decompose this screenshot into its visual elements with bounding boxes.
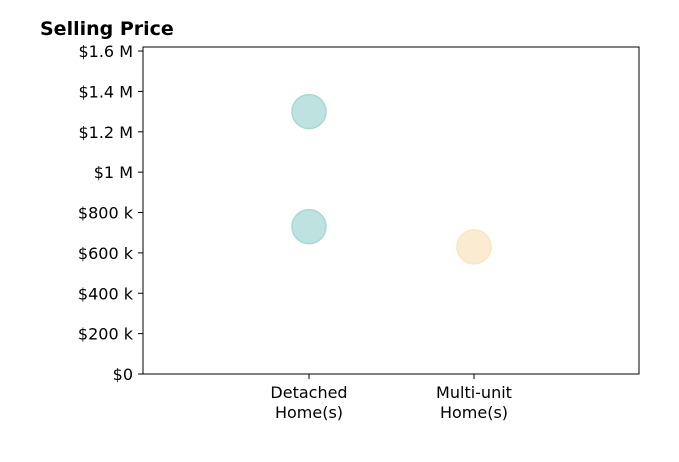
data-point xyxy=(291,93,327,130)
y-tick-label: $1.2 M xyxy=(78,123,133,142)
chart-title: Selling Price xyxy=(40,18,174,40)
data-point xyxy=(456,229,492,265)
x-tick-label: Multi-unit xyxy=(436,383,512,402)
y-tick-label: $400 k xyxy=(78,284,134,303)
data-points xyxy=(291,93,492,265)
x-tick-label: Home(s) xyxy=(440,403,508,422)
x-tick-label: Detached xyxy=(270,383,347,402)
y-tick-label: $1.6 M xyxy=(78,42,133,61)
y-axis: $0 $200 k $400 k $600 k $800 k $1 M $1.2 M $1.4… xyxy=(78,42,143,384)
y-tick-label: $800 k xyxy=(78,204,134,223)
plot-area xyxy=(142,46,640,375)
y-tick-label: $0 xyxy=(113,365,133,384)
data-point xyxy=(291,208,327,245)
x-tick-label: Home(s) xyxy=(275,403,343,422)
y-tick-label: $200 k xyxy=(78,325,134,344)
y-tick-label: $1.4 M xyxy=(78,82,133,101)
y-tick-label: $1 M xyxy=(94,163,133,182)
y-tick-label: $600 k xyxy=(78,244,134,263)
